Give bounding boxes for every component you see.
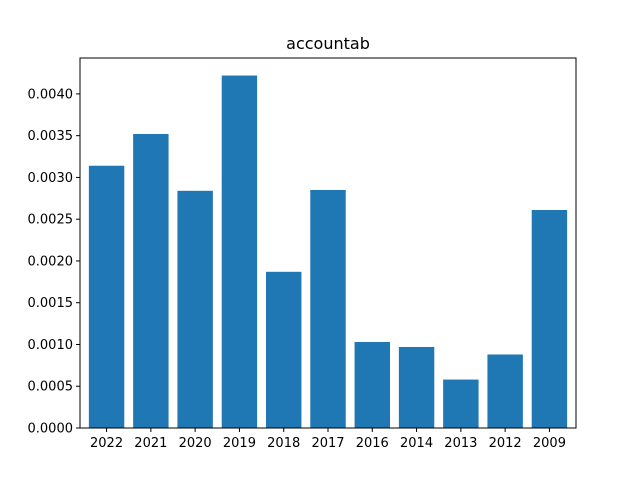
y-tick-label: 0.0030: [28, 171, 74, 186]
y-tick-label: 0.0020: [28, 254, 74, 269]
bar-2014: [398, 346, 435, 428]
x-tick-label: 2009: [533, 436, 566, 451]
plot-frame: [79, 57, 577, 429]
y-tick-label: 0.0000: [28, 422, 74, 437]
bar-2012: [487, 354, 523, 428]
x-axis-ticks: 2022 2021 2020 2019 2018 2017 2016 2014 2013 2012…: [90, 428, 566, 451]
x-tick-label: 2021: [134, 436, 167, 451]
y-tick-label: 0.0010: [28, 338, 74, 353]
bar-2016: [354, 341, 390, 428]
x-tick-label: 2020: [179, 436, 212, 451]
x-tick-label: 2017: [311, 436, 344, 451]
x-tick-label: 2014: [400, 436, 433, 451]
bar-2013: [443, 379, 479, 428]
y-tick-label: 0.0015: [28, 296, 74, 311]
x-tick-label: 2022: [90, 436, 123, 451]
x-tick-label: 2012: [489, 436, 522, 451]
y-tick-label: 0.0025: [28, 213, 74, 228]
y-axis-ticks: 0.0000 0.0005 0.0010 0.0015 0.0020 0.0025 0.00…: [28, 87, 80, 437]
bar-2021: [133, 134, 169, 428]
bar-2022: [88, 165, 125, 429]
y-tick-label: 0.0040: [28, 87, 74, 102]
y-tick-label: 0.0035: [28, 129, 74, 144]
bar-2017: [310, 189, 346, 428]
x-tick-label: 2016: [356, 436, 389, 451]
chart-title: accountab: [286, 34, 370, 53]
bar-2019: [221, 75, 258, 428]
x-tick-label: 2018: [267, 436, 300, 451]
bar-2020: [177, 190, 213, 428]
x-tick-label: 2019: [223, 436, 256, 451]
bar-2009: [531, 210, 568, 428]
x-tick-label: 2013: [444, 436, 477, 451]
bar-2018: [266, 271, 302, 428]
y-tick-label: 0.0005: [28, 380, 74, 395]
bars-group: [88, 75, 568, 429]
